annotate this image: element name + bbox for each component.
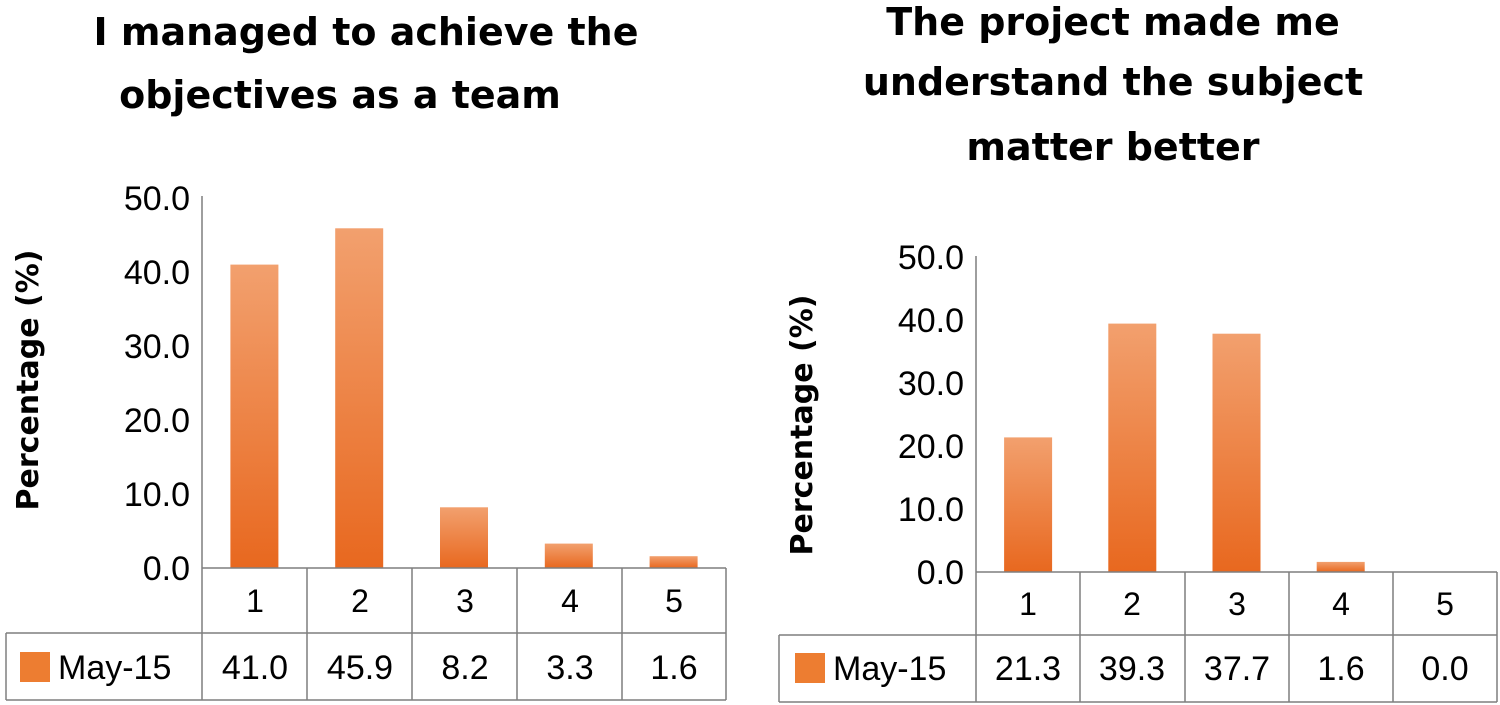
chart-left-category-label: 5 [665,583,683,619]
chart-right-y-tick: 10.0 [898,491,964,529]
chart-left-data-label: 45.9 [327,649,393,687]
chart-right-y-tick: 30.0 [898,365,964,403]
chart-right-y-tick: 40.0 [898,302,964,340]
chart-left-y-tick: 40.0 [124,254,190,292]
chart-right-category-label: 2 [1123,586,1141,622]
chart-right-y-ticks: 0.0 10.0 20.0 30.0 40.0 50.0 [898,239,964,592]
chart-left-y-axis-label: Percentage (%) [11,250,46,511]
chart-left-bar [544,543,593,568]
chart-left-category-label: 3 [456,583,474,619]
chart-left-bar [440,507,488,568]
chart-right: The project made me understand the subje… [778,0,1498,703]
chart-left-title-line-1: I managed to achieve the [94,10,639,54]
chart-right-data-table: 1 2 3 4 5 May-15 21.3 39.3 37.7 1.6 0.0 [778,571,1498,703]
chart-right-data-label: 21.3 [995,650,1061,688]
chart-left-data-label: 1.6 [650,649,697,687]
chart-right-category-label: 4 [1332,586,1350,622]
chart-left-category-label: 1 [246,583,264,619]
chart-right-category-label: 5 [1436,586,1454,622]
chart-left-data-label: 8.2 [441,649,488,687]
chart-left-y-tick: 20.0 [124,402,190,440]
chart-right-data-label: 37.7 [1204,650,1270,688]
chart-left-data-label: 41.0 [222,649,288,687]
chart-left-bars [230,228,698,569]
chart-right-title-line-3: matter better [966,125,1259,169]
chart-left-data-table: 1 2 3 4 5 May-15 41.0 45.9 8.2 3.3 1.6 [5,567,727,701]
chart-right-bar [1212,333,1261,572]
chart-right-bar [1004,437,1053,572]
chart-left-series-name: May-15 [58,649,171,687]
chart-left-bar [230,264,279,568]
chart-left-y-tick: 30.0 [124,328,190,366]
chart-right-data-label: 39.3 [1099,650,1165,688]
chart-left-bar [649,556,698,568]
chart-left-y-tick: 50.0 [124,180,190,218]
chart-right-title-line-2: understand the subject [863,60,1363,104]
chart-left-y-tick: 10.0 [124,476,190,514]
chart-left-category-label: 4 [561,583,579,619]
chart-right-bar [1108,323,1157,572]
chart-left-bar [335,228,384,569]
chart-left: I managed to achieve the objectives as a… [5,10,727,701]
chart-left-y-tick: 0.0 [143,550,190,588]
chart-right-y-tick: 0.0 [917,554,964,592]
chart-left-legend-key [20,652,50,682]
chart-right-y-tick: 20.0 [898,428,964,466]
chart-left-data-label: 3.3 [546,649,593,687]
chart-left-y-ticks: 0.0 10.0 20.0 30.0 40.0 50.0 [124,180,190,588]
chart-left-title-line-2: objectives as a team [119,73,561,117]
chart-right-series-name: May-15 [833,650,946,688]
chart-right-bars [1004,323,1365,572]
chart-right-title-line-1: The project made me [886,0,1340,44]
chart-right-data-label: 1.6 [1317,650,1364,688]
chart-right-data-label: 0.0 [1421,650,1468,688]
chart-right-bar [1316,561,1365,572]
chart-right-category-label: 1 [1019,586,1037,622]
chart-left-category-label: 2 [351,583,369,619]
chart-right-category-label: 3 [1228,586,1246,622]
chart-right-y-tick: 50.0 [898,239,964,277]
chart-right-y-axis-label: Percentage (%) [785,295,820,556]
chart-right-legend-key [795,653,825,683]
